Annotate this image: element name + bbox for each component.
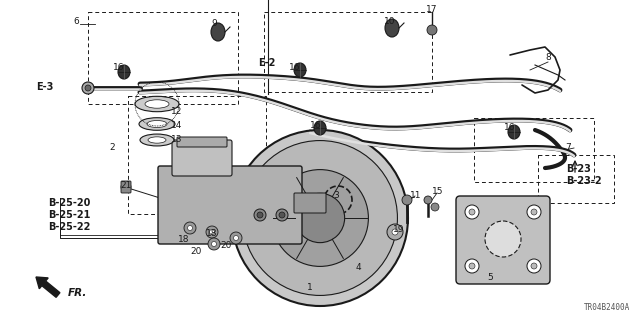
Ellipse shape <box>145 100 169 108</box>
Circle shape <box>232 130 408 306</box>
Circle shape <box>206 226 218 238</box>
Bar <box>264 12 432 92</box>
Circle shape <box>234 235 239 241</box>
Text: 16: 16 <box>289 63 301 72</box>
Circle shape <box>254 209 266 221</box>
Text: B-23: B-23 <box>566 164 591 174</box>
Ellipse shape <box>140 134 174 146</box>
Text: FR.: FR. <box>68 288 88 298</box>
Text: 7: 7 <box>565 144 571 152</box>
Text: B-25-22: B-25-22 <box>48 222 90 232</box>
Ellipse shape <box>211 23 225 41</box>
Circle shape <box>402 195 412 205</box>
Text: 13: 13 <box>172 136 183 145</box>
Circle shape <box>469 263 475 269</box>
Circle shape <box>279 212 285 218</box>
Text: 11: 11 <box>410 191 422 201</box>
Circle shape <box>296 193 344 243</box>
Circle shape <box>209 229 214 234</box>
Ellipse shape <box>118 65 130 79</box>
Text: E-2: E-2 <box>258 58 275 68</box>
FancyArrow shape <box>36 277 60 297</box>
Text: B-25-20: B-25-20 <box>48 198 90 208</box>
Text: 3: 3 <box>333 190 339 199</box>
Circle shape <box>271 170 369 266</box>
Text: 17: 17 <box>426 5 438 14</box>
Text: 6: 6 <box>73 18 79 26</box>
Circle shape <box>188 226 193 231</box>
Ellipse shape <box>385 19 399 37</box>
Ellipse shape <box>314 121 326 135</box>
FancyBboxPatch shape <box>294 193 326 213</box>
Text: 8: 8 <box>545 54 551 63</box>
Circle shape <box>276 209 288 221</box>
Text: 9: 9 <box>211 19 217 28</box>
Text: 16: 16 <box>504 123 516 132</box>
Ellipse shape <box>147 121 167 128</box>
Text: 21: 21 <box>120 181 132 189</box>
Circle shape <box>427 25 437 35</box>
Bar <box>128 96 266 214</box>
Circle shape <box>392 229 398 235</box>
Text: 16: 16 <box>310 122 322 130</box>
Circle shape <box>208 238 220 250</box>
Text: 18: 18 <box>179 235 189 244</box>
Circle shape <box>527 259 541 273</box>
Circle shape <box>82 82 94 94</box>
Circle shape <box>465 259 479 273</box>
Text: 15: 15 <box>432 188 444 197</box>
Bar <box>538 155 614 203</box>
Text: 18: 18 <box>206 229 218 239</box>
Circle shape <box>184 222 196 234</box>
Circle shape <box>211 241 216 247</box>
Circle shape <box>387 224 403 240</box>
Circle shape <box>257 212 263 218</box>
Text: 20: 20 <box>220 241 232 250</box>
Ellipse shape <box>294 63 306 77</box>
Circle shape <box>527 205 541 219</box>
Circle shape <box>531 209 537 215</box>
Text: B-25-21: B-25-21 <box>48 210 90 220</box>
FancyBboxPatch shape <box>177 137 227 147</box>
Text: 20: 20 <box>190 248 202 256</box>
Text: 2: 2 <box>109 144 115 152</box>
Circle shape <box>431 203 439 211</box>
Circle shape <box>121 182 131 192</box>
Text: 5: 5 <box>487 273 493 283</box>
Text: 16: 16 <box>113 63 125 72</box>
FancyBboxPatch shape <box>456 196 550 284</box>
Text: 14: 14 <box>172 122 182 130</box>
Ellipse shape <box>135 96 179 112</box>
FancyBboxPatch shape <box>172 140 232 176</box>
Ellipse shape <box>148 137 166 143</box>
Ellipse shape <box>508 125 520 139</box>
Text: 12: 12 <box>172 108 182 116</box>
Bar <box>474 118 594 182</box>
FancyBboxPatch shape <box>158 166 302 244</box>
Ellipse shape <box>139 118 175 130</box>
Circle shape <box>85 85 91 91</box>
Circle shape <box>424 196 432 204</box>
Circle shape <box>230 232 242 244</box>
Text: B-23-2: B-23-2 <box>566 176 602 186</box>
Circle shape <box>485 221 521 257</box>
Circle shape <box>465 205 479 219</box>
Text: 1: 1 <box>307 284 313 293</box>
Text: 4: 4 <box>355 263 361 272</box>
Text: 19: 19 <box>393 226 404 234</box>
Circle shape <box>243 141 397 295</box>
FancyBboxPatch shape <box>121 181 131 193</box>
Text: E-3: E-3 <box>36 82 53 92</box>
Bar <box>88 12 238 104</box>
Text: 10: 10 <box>384 18 396 26</box>
Text: TR04B2400A: TR04B2400A <box>584 303 630 312</box>
Circle shape <box>469 209 475 215</box>
Circle shape <box>531 263 537 269</box>
